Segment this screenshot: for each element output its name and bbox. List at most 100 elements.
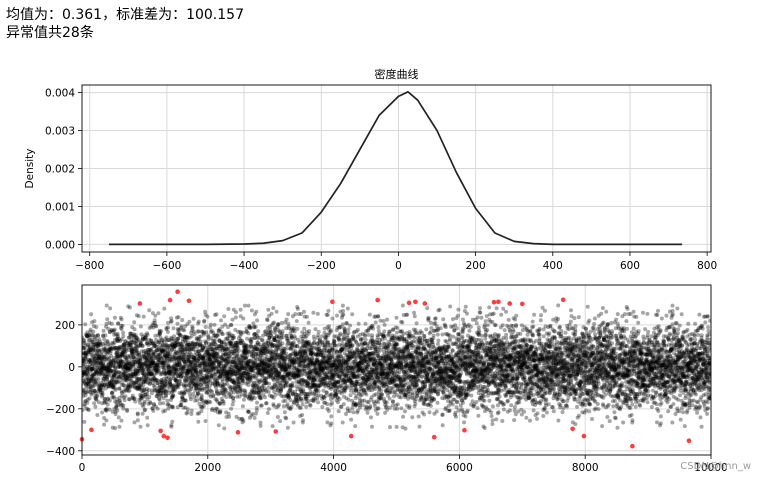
data-point (189, 408, 194, 413)
data-point (130, 333, 135, 338)
data-point (126, 304, 131, 309)
data-point (93, 354, 98, 358)
data-point (284, 380, 289, 385)
data-point (122, 349, 127, 354)
data-point (104, 369, 109, 374)
data-point (101, 372, 105, 376)
data-point (275, 415, 280, 419)
data-point (364, 392, 369, 397)
data-point (98, 356, 103, 361)
data-point (227, 414, 232, 419)
data-point (117, 386, 122, 391)
data-point (291, 420, 296, 425)
data-point (129, 362, 134, 367)
data-point (366, 332, 371, 337)
data-point (126, 389, 131, 394)
data-point (114, 359, 119, 364)
data-point (130, 351, 134, 355)
data-point (118, 398, 122, 403)
data-point (127, 335, 132, 340)
data-point (128, 365, 133, 370)
data-point (124, 356, 129, 361)
data-point (111, 361, 116, 366)
data-point (370, 424, 374, 429)
data-point (89, 374, 94, 379)
data-point (128, 364, 133, 369)
data-point (96, 356, 101, 361)
data-point (191, 316, 196, 321)
data-point (110, 409, 115, 414)
data-point (82, 408, 85, 413)
data-point (138, 400, 142, 405)
chart-title: 密度曲线 (375, 67, 419, 81)
data-point (110, 390, 115, 395)
data-point (86, 349, 91, 354)
data-point (129, 347, 134, 352)
data-point (103, 397, 108, 401)
data-point (104, 366, 108, 371)
data-point (124, 369, 128, 374)
data-point (126, 382, 131, 387)
data-point (88, 329, 93, 334)
data-point (96, 356, 101, 361)
data-point (83, 362, 88, 367)
data-point (109, 354, 114, 359)
data-point (98, 384, 103, 388)
data-point (83, 344, 88, 349)
data-point (123, 355, 128, 360)
data-point (130, 393, 135, 398)
data-point (135, 336, 139, 340)
data-point (279, 320, 284, 325)
data-point (82, 391, 87, 396)
data-point (105, 382, 110, 387)
data-point (105, 402, 110, 407)
data-point (117, 374, 122, 379)
data-point (132, 397, 137, 402)
data-point (313, 327, 318, 332)
data-point (87, 334, 92, 339)
data-point (126, 384, 131, 389)
data-point (102, 365, 107, 370)
data-point (135, 352, 140, 357)
data-point (83, 352, 88, 357)
data-point (133, 399, 138, 404)
data-point (113, 370, 118, 375)
data-point (134, 385, 139, 390)
data-point (121, 373, 126, 378)
data-point (107, 381, 112, 386)
data-point (117, 361, 122, 366)
data-point (116, 380, 121, 385)
data-point (125, 375, 130, 380)
data-point (85, 381, 90, 386)
data-point (122, 355, 127, 360)
data-point (104, 364, 109, 369)
data-point (356, 321, 361, 326)
data-point (124, 365, 129, 370)
data-point (82, 373, 85, 378)
data-point (132, 374, 137, 379)
data-point (82, 365, 86, 370)
data-point (370, 333, 375, 338)
data-point (108, 368, 113, 373)
data-point (140, 344, 145, 348)
data-point (96, 377, 101, 381)
data-point (91, 379, 96, 384)
data-point (91, 324, 96, 329)
data-point (113, 412, 118, 417)
data-point (128, 363, 133, 368)
data-point (316, 329, 321, 334)
data-point (115, 338, 120, 343)
data-point (84, 382, 89, 386)
data-point (117, 344, 122, 349)
data-point (82, 351, 87, 356)
data-point (127, 343, 132, 348)
data-point (95, 360, 100, 365)
data-point (104, 365, 109, 370)
data-point (106, 357, 111, 362)
data-point (106, 372, 111, 377)
data-point (97, 353, 102, 358)
data-point (86, 408, 91, 413)
data-point (140, 394, 145, 399)
data-point (121, 365, 126, 370)
data-point (87, 346, 92, 351)
